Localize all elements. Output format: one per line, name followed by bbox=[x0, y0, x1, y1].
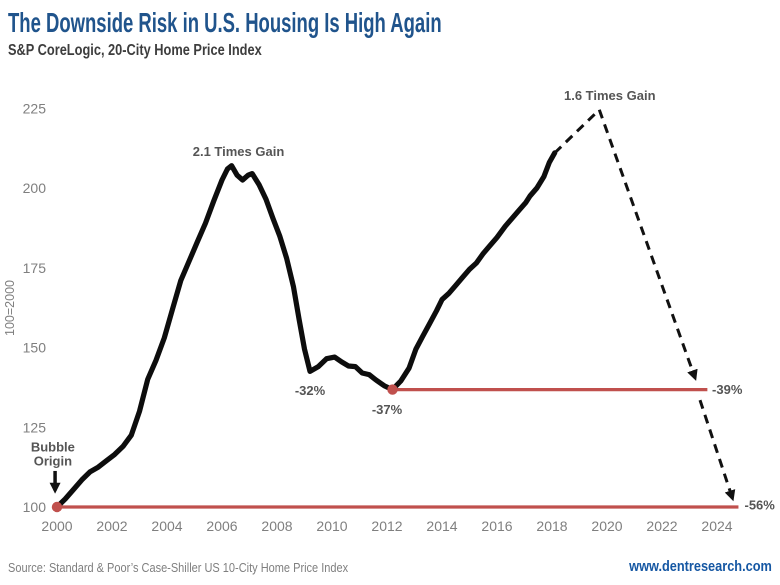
x-tick-label: 2000 bbox=[41, 518, 72, 534]
x-tick-label: 2024 bbox=[701, 518, 732, 534]
x-tick-label: 2016 bbox=[481, 518, 512, 534]
x-tick-label: 2006 bbox=[206, 518, 237, 534]
annotation-label: -56% bbox=[745, 498, 776, 513]
reference-dot bbox=[387, 384, 398, 395]
annotation-label: -39% bbox=[712, 382, 743, 397]
annotation-label: -32% bbox=[295, 383, 326, 398]
y-tick-label: 150 bbox=[23, 340, 47, 356]
projection-line bbox=[698, 399, 736, 502]
y-tick-label: 125 bbox=[23, 419, 47, 435]
annotation-label: Origin bbox=[34, 454, 72, 469]
y-tick-label: 175 bbox=[23, 260, 47, 276]
y-tick-label: 100 bbox=[23, 499, 47, 515]
x-tick-label: 2002 bbox=[96, 518, 127, 534]
home-price-index-chart: 100 125 150 175 200 225 2000 2002 2004 2006 2008 20… bbox=[3, 88, 776, 534]
x-tick-label: 2020 bbox=[591, 518, 622, 534]
x-tick-label: 2022 bbox=[646, 518, 677, 534]
annotation-label: 2.1 Times Gain bbox=[193, 144, 285, 159]
x-tick-label: 2014 bbox=[426, 518, 457, 534]
source-note: Source: Standard & Poor’s Case-Shiller U… bbox=[8, 561, 349, 575]
x-tick-label: 2008 bbox=[261, 518, 292, 534]
reference-dot bbox=[51, 501, 63, 513]
website-link[interactable]: www.dentresearch.com bbox=[629, 558, 772, 575]
annotation-label: -37% bbox=[372, 402, 403, 417]
projection-line bbox=[553, 108, 601, 154]
annotation-label: 1.6 Times Gain bbox=[564, 88, 656, 103]
x-tick-label: 2018 bbox=[536, 518, 567, 534]
projection-line bbox=[597, 109, 698, 381]
x-tick-label: 2012 bbox=[371, 518, 402, 534]
x-tick-label: 2004 bbox=[151, 518, 182, 534]
annotation-label: Bubble bbox=[31, 440, 75, 455]
y-axis-title: 100=2000 bbox=[3, 280, 17, 336]
y-tick-label: 225 bbox=[23, 100, 47, 116]
page-title: The Downside Risk in U.S. Housing Is Hig… bbox=[8, 7, 442, 38]
x-tick-label: 2010 bbox=[316, 518, 347, 534]
page-subtitle: S&P CoreLogic, 20-City Home Price Index bbox=[8, 42, 262, 59]
y-tick-label: 200 bbox=[23, 180, 47, 196]
price-index-line bbox=[54, 150, 558, 510]
